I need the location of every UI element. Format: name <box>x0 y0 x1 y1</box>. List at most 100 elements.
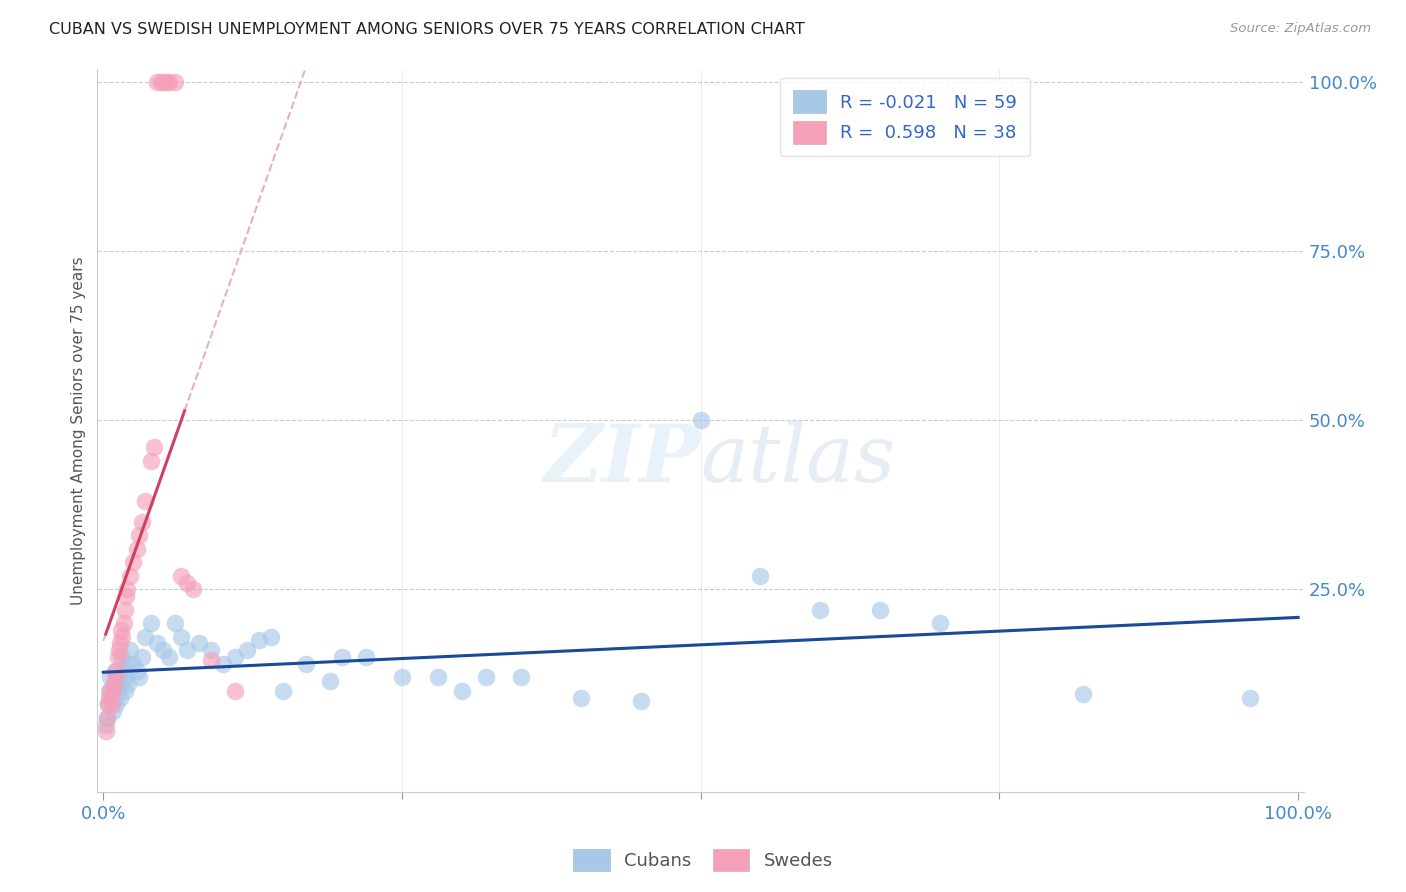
Point <box>97 698 120 712</box>
Point <box>139 454 162 468</box>
Point <box>94 724 117 739</box>
Point <box>319 673 342 688</box>
Text: CUBAN VS SWEDISH UNEMPLOYMENT AMONG SENIORS OVER 75 YEARS CORRELATION CHART: CUBAN VS SWEDISH UNEMPLOYMENT AMONG SENI… <box>49 22 806 37</box>
Legend: Cubans, Swedes: Cubans, Swedes <box>567 842 839 879</box>
Point <box>128 670 150 684</box>
Point <box>134 630 156 644</box>
Point <box>134 494 156 508</box>
Point <box>112 616 135 631</box>
Point <box>96 711 118 725</box>
Point <box>1239 690 1261 705</box>
Point <box>200 653 222 667</box>
Point <box>100 698 122 712</box>
Text: atlas: atlas <box>700 421 896 498</box>
Point <box>869 602 891 616</box>
Point <box>131 515 153 529</box>
Point <box>630 694 652 708</box>
Point <box>112 664 135 678</box>
Point <box>96 711 118 725</box>
Point <box>247 633 270 648</box>
Point <box>163 75 186 89</box>
Point <box>450 683 472 698</box>
Point <box>110 677 132 691</box>
Point <box>108 636 131 650</box>
Point <box>118 643 141 657</box>
Point <box>101 683 124 698</box>
Point <box>108 690 131 705</box>
Point <box>111 650 134 665</box>
Point <box>808 602 831 616</box>
Point <box>259 630 281 644</box>
Point <box>295 657 318 671</box>
Point <box>211 657 233 671</box>
Point <box>200 643 222 657</box>
Point <box>139 616 162 631</box>
Point <box>152 75 174 89</box>
Point <box>170 630 193 644</box>
Point <box>103 677 125 691</box>
Point <box>156 75 179 89</box>
Point <box>108 643 131 657</box>
Point <box>100 690 122 705</box>
Point <box>569 690 592 705</box>
Point <box>101 704 124 718</box>
Point <box>474 670 496 684</box>
Point <box>111 630 134 644</box>
Point <box>176 575 198 590</box>
Text: ZIP: ZIP <box>544 421 700 498</box>
Point <box>115 670 138 684</box>
Point <box>157 650 180 665</box>
Point <box>115 582 138 597</box>
Point <box>104 670 127 684</box>
Point <box>115 657 138 671</box>
Point <box>224 683 246 698</box>
Point <box>103 677 125 691</box>
Point <box>117 677 139 691</box>
Point <box>94 717 117 731</box>
Point <box>510 670 533 684</box>
Point <box>131 650 153 665</box>
Point <box>391 670 413 684</box>
Point <box>354 650 377 665</box>
Point <box>271 683 294 698</box>
Point <box>114 602 136 616</box>
Point <box>928 616 950 631</box>
Point <box>1071 687 1094 701</box>
Point <box>187 636 209 650</box>
Legend: R = -0.021   N = 59, R =  0.598   N = 38: R = -0.021 N = 59, R = 0.598 N = 38 <box>780 78 1029 156</box>
Point <box>149 75 172 89</box>
Point <box>146 75 169 89</box>
Point <box>107 683 129 698</box>
Point <box>157 75 180 89</box>
Point <box>110 623 132 637</box>
Point <box>105 698 128 712</box>
Point <box>118 569 141 583</box>
Point <box>104 664 127 678</box>
Point <box>128 528 150 542</box>
Point <box>122 555 145 569</box>
Text: Source: ZipAtlas.com: Source: ZipAtlas.com <box>1230 22 1371 36</box>
Point <box>163 616 186 631</box>
Point <box>100 683 122 698</box>
Point <box>125 541 148 556</box>
Point <box>146 636 169 650</box>
Point <box>176 643 198 657</box>
Point <box>105 664 128 678</box>
Point <box>98 683 121 698</box>
Point <box>170 569 193 583</box>
Point <box>181 582 204 597</box>
Point <box>107 650 129 665</box>
Point <box>224 650 246 665</box>
Point <box>235 643 257 657</box>
Point <box>108 670 131 684</box>
Point <box>100 670 122 684</box>
Point <box>122 657 145 671</box>
Point <box>125 664 148 678</box>
Point <box>426 670 449 684</box>
Point <box>152 643 174 657</box>
Point <box>115 589 138 603</box>
Point <box>749 569 772 583</box>
Point <box>689 413 711 427</box>
Point <box>97 698 120 712</box>
Point <box>114 683 136 698</box>
